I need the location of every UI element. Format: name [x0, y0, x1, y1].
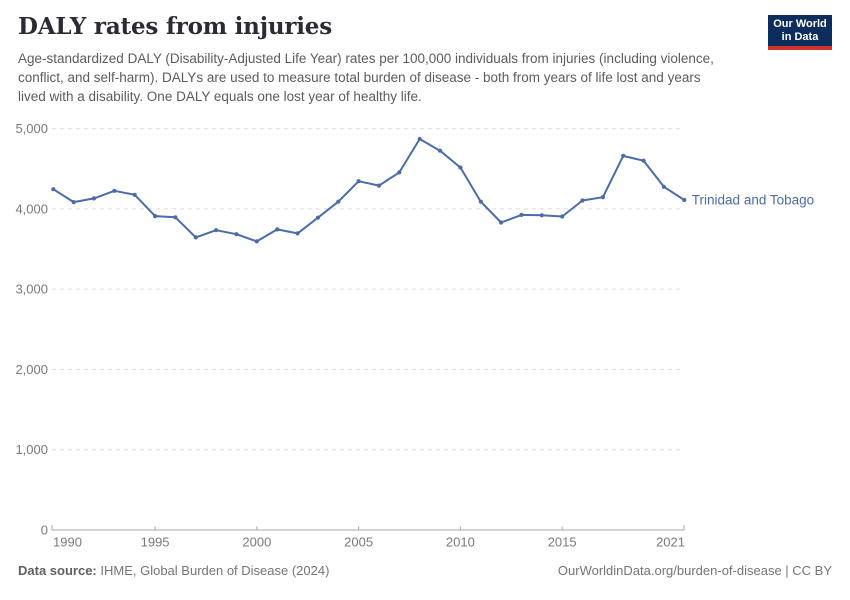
data-source: Data source: IHME, Global Burden of Dise… [18, 563, 329, 578]
data-point [214, 228, 219, 233]
x-tick-label: 2010 [446, 535, 475, 550]
data-point [560, 214, 565, 219]
data-point [376, 183, 382, 188]
data-point [437, 148, 443, 153]
data-point [356, 179, 361, 184]
data-point [51, 187, 56, 192]
data-point [539, 213, 544, 218]
data-source-value: IHME, Global Burden of Disease (2024) [100, 563, 330, 578]
data-point [193, 235, 198, 240]
data-point [275, 227, 280, 232]
data-point [600, 195, 606, 200]
y-tick-label: 2,000 [15, 362, 48, 377]
data-point [580, 198, 585, 203]
data-point [499, 220, 504, 225]
y-tick-label: 3,000 [15, 282, 48, 297]
y-tick-label: 0 [41, 523, 48, 538]
y-tick-label: 1,000 [15, 442, 48, 457]
data-point [397, 170, 402, 175]
y-tick-label: 5,000 [15, 121, 48, 136]
data-point [91, 196, 97, 201]
data-point [682, 197, 687, 203]
x-tick-label: 1995 [141, 535, 170, 550]
owid-logo: Our World in Data [768, 15, 832, 50]
logo-line-2: in Data [781, 30, 819, 43]
data-source-label: Data source: [18, 563, 97, 578]
data-point [417, 136, 422, 142]
x-tick-label: 1990 [53, 535, 82, 550]
data-point [234, 232, 239, 237]
page-title: DALY rates from injuries [18, 13, 332, 40]
data-point [295, 231, 300, 236]
data-point [478, 199, 483, 204]
x-tick-label: 2000 [242, 535, 271, 550]
x-tick-label: 2015 [548, 535, 577, 550]
data-point [112, 188, 117, 193]
entity-label: Trinidad and Tobago [692, 193, 814, 208]
chart-footer: Data source: IHME, Global Burden of Dise… [18, 563, 832, 578]
data-point [661, 184, 667, 189]
data-point [641, 158, 646, 163]
series-line [52, 138, 686, 243]
data-point [336, 199, 341, 204]
data-point [458, 165, 463, 170]
x-tick-label: 2005 [344, 535, 373, 550]
data-point [153, 214, 158, 219]
owid-license-link[interactable]: OurWorldinData.org/burden-of-disease | C… [557, 563, 832, 578]
chart-subtitle: Age-standardized DALY (Disability-Adjust… [18, 51, 714, 104]
data-point [132, 192, 137, 197]
data-point [254, 239, 259, 244]
data-point [71, 200, 76, 205]
chart-header: DALY rates from injuries Age-standardize… [18, 13, 730, 106]
data-point [173, 215, 178, 220]
y-tick-label: 4,000 [15, 201, 48, 216]
logo-line-1: Our World [773, 17, 827, 30]
data-point [519, 212, 524, 217]
data-point [621, 153, 626, 158]
data-point [315, 215, 320, 220]
x-tick-label: 2021 [656, 535, 685, 550]
